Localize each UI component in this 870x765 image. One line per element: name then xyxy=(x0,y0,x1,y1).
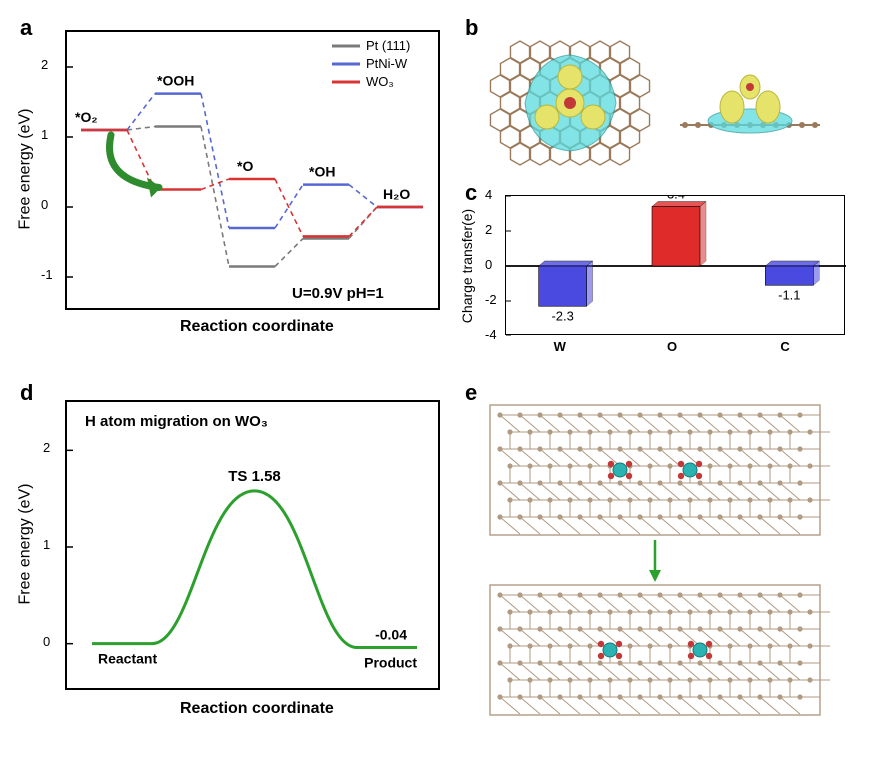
panel-c-svg: -2.3 3.4 -1.1 xyxy=(506,196,846,336)
svg-text:Pt (111): Pt (111) xyxy=(366,38,410,53)
panel-d-label: d xyxy=(20,380,33,406)
panel-a-xlabel: Reaction coordinate xyxy=(180,318,334,336)
svg-text:-1.1: -1.1 xyxy=(778,287,800,302)
panel-c-label: c xyxy=(465,180,477,206)
svg-text:PtNi-W: PtNi-W xyxy=(366,56,408,71)
panel-a-box: -1012*O₂*OOH*O*OHH₂OPt (111)PtNi-WWO₃U=0… xyxy=(65,30,440,310)
svg-text:3.4: 3.4 xyxy=(667,196,685,202)
svg-text:U=0.9V pH=1: U=0.9V pH=1 xyxy=(292,285,384,302)
svg-text:Product: Product xyxy=(364,655,417,671)
panel-d-svg: H atom migration on WO₃ TS 1.58 -0.04 React… xyxy=(67,402,442,692)
svg-text:TS 1.58: TS 1.58 xyxy=(228,468,281,485)
svg-text:Reactant: Reactant xyxy=(98,651,157,667)
panel-c-box: -2.3 3.4 -1.1 xyxy=(505,195,845,335)
svg-text:*O₂: *O₂ xyxy=(75,109,98,125)
panel-d-box: H atom migration on WO₃ TS 1.58 -0.04 React… xyxy=(65,400,440,690)
svg-text:*OOH: *OOH xyxy=(157,73,194,89)
svg-text:WO₃: WO₃ xyxy=(366,74,394,89)
panel-c-ylabel: Charge transfer(e) xyxy=(459,209,475,323)
panel-d-ylabel: Free energy (eV) xyxy=(16,484,34,605)
panel-e-svg xyxy=(480,400,850,730)
panel-a-ylabel: Free energy (eV) xyxy=(16,109,34,230)
svg-text:*OH: *OH xyxy=(309,164,335,180)
svg-text:H atom migration on WO₃: H atom migration on WO₃ xyxy=(85,413,268,430)
panel-b-svg xyxy=(470,25,860,180)
panel-d-xlabel: Reaction coordinate xyxy=(180,700,334,718)
svg-text:H₂O: H₂O xyxy=(383,186,410,202)
panel-e-label: e xyxy=(465,380,477,406)
svg-text:-2.3: -2.3 xyxy=(551,308,573,323)
panel-a-label: a xyxy=(20,15,32,41)
panel-a-svg: -1012*O₂*OOH*O*OHH₂OPt (111)PtNi-WWO₃U=0… xyxy=(67,32,442,312)
svg-text:-0.04: -0.04 xyxy=(375,627,407,643)
svg-text:*O: *O xyxy=(237,158,253,174)
